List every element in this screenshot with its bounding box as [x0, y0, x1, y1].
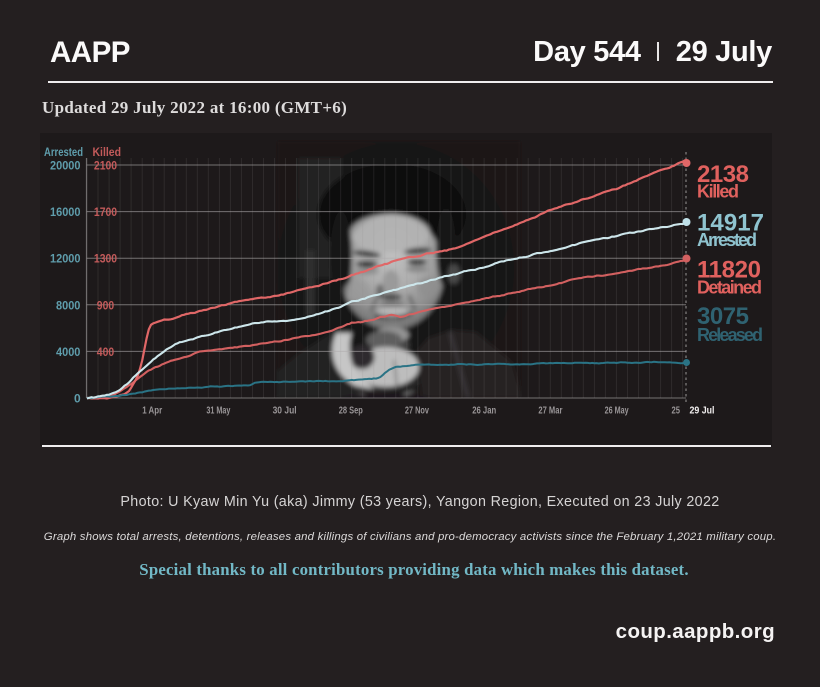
svg-text:25: 25 [672, 406, 681, 417]
svg-text:3075: 3075 [697, 303, 749, 330]
svg-text:29 Jul: 29 Jul [690, 405, 715, 417]
svg-text:14917: 14917 [697, 210, 764, 237]
svg-text:900: 900 [97, 298, 115, 312]
svg-text:4000: 4000 [56, 345, 81, 359]
svg-text:26 Jan: 26 Jan [472, 406, 496, 417]
svg-text:31 May: 31 May [206, 406, 230, 417]
svg-text:26 May: 26 May [605, 406, 629, 417]
svg-text:Arrested: Arrested [44, 145, 83, 159]
svg-text:20000: 20000 [50, 159, 81, 173]
svg-text:400: 400 [97, 345, 115, 359]
svg-text:Detained: Detained [697, 278, 762, 298]
svg-text:27 Nov: 27 Nov [405, 406, 429, 417]
svg-text:16000: 16000 [50, 205, 81, 219]
svg-text:Arrested: Arrested [697, 230, 757, 250]
svg-text:1300: 1300 [94, 252, 117, 266]
svg-text:11820: 11820 [697, 257, 761, 284]
svg-text:Released: Released [697, 325, 763, 345]
svg-text:2100: 2100 [94, 159, 117, 173]
svg-text:1700: 1700 [94, 205, 117, 219]
svg-text:0: 0 [74, 392, 81, 406]
svg-text:30 Jul: 30 Jul [273, 406, 297, 417]
svg-text:Killed: Killed [697, 182, 739, 202]
svg-text:2138: 2138 [697, 161, 749, 188]
svg-text:28 Sep: 28 Sep [339, 406, 363, 417]
svg-text:1 Apr: 1 Apr [142, 406, 162, 417]
svg-text:Killed: Killed [93, 145, 122, 159]
svg-text:12000: 12000 [50, 252, 81, 266]
svg-text:8000: 8000 [56, 298, 81, 312]
svg-text:27 Mar: 27 Mar [538, 406, 562, 417]
